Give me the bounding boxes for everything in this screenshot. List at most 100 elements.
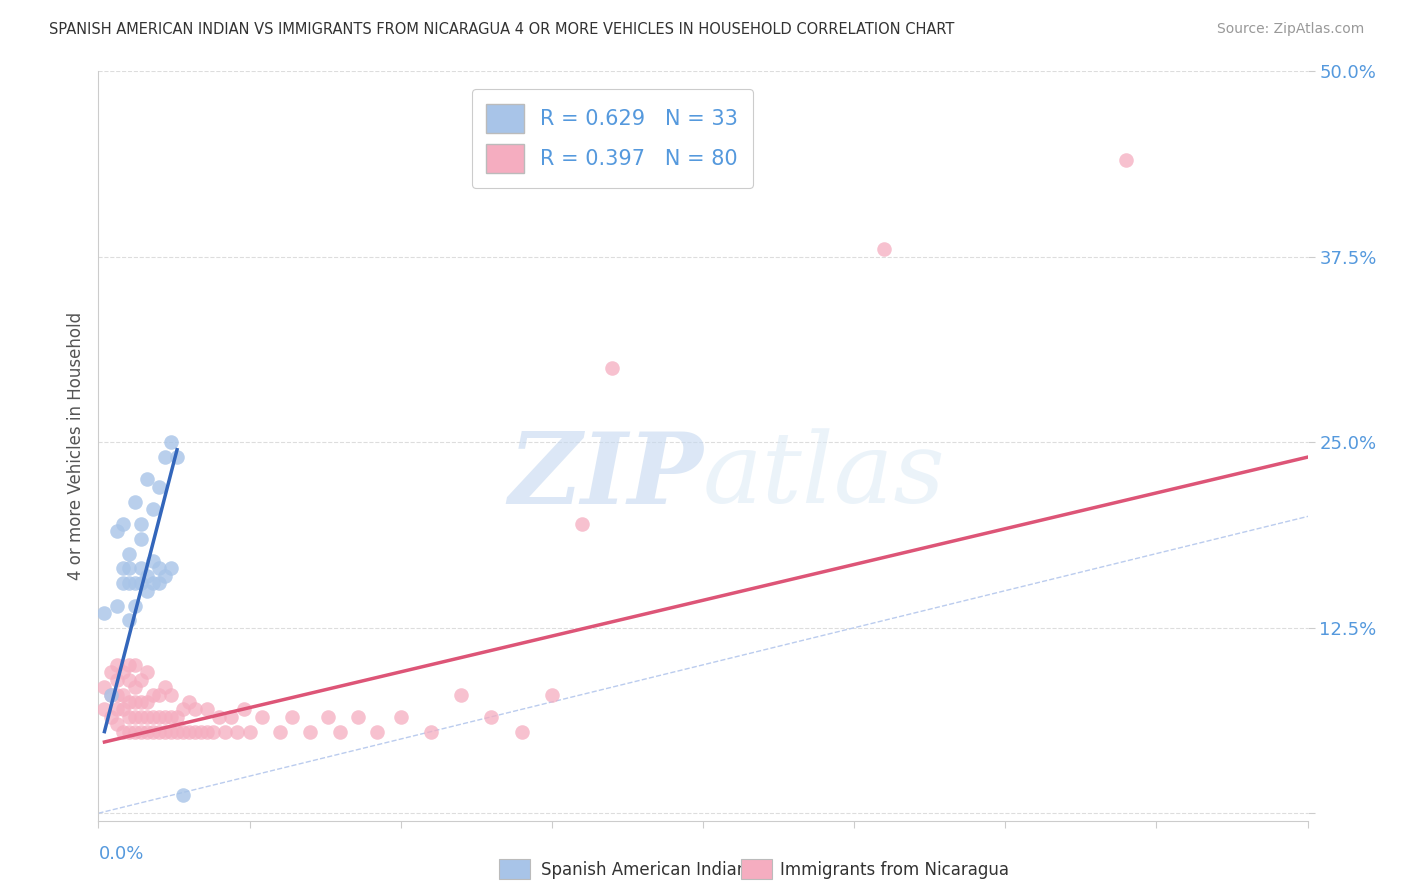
Point <box>190 724 212 739</box>
Point <box>142 688 165 702</box>
Point <box>100 688 122 702</box>
Point <box>129 695 152 709</box>
Point <box>100 665 122 680</box>
Y-axis label: 4 or more Vehicles in Household: 4 or more Vehicles in Household <box>66 312 84 580</box>
Point <box>232 702 254 716</box>
Point <box>153 710 176 724</box>
Point <box>124 494 146 508</box>
Point <box>166 724 188 739</box>
Point <box>142 710 165 724</box>
Text: ZIP: ZIP <box>508 428 703 524</box>
Point <box>105 717 128 731</box>
Point <box>135 724 157 739</box>
Point <box>135 710 157 724</box>
Point <box>111 665 134 680</box>
Point <box>111 561 134 575</box>
Point <box>347 710 370 724</box>
Point <box>172 789 194 803</box>
Point <box>166 450 188 464</box>
Point <box>160 710 183 724</box>
Point <box>105 657 128 672</box>
Point <box>214 724 236 739</box>
Point <box>105 688 128 702</box>
Point <box>124 657 146 672</box>
Point <box>420 724 443 739</box>
Point <box>105 524 128 539</box>
Point <box>153 569 176 583</box>
Point <box>129 516 152 531</box>
Point <box>118 724 141 739</box>
Point <box>172 702 194 716</box>
Point <box>160 688 183 702</box>
Point <box>129 724 152 739</box>
Point <box>450 688 472 702</box>
Point <box>540 688 562 702</box>
Point <box>105 673 128 687</box>
Point <box>111 702 134 716</box>
Point <box>124 599 146 613</box>
Text: Source: ZipAtlas.com: Source: ZipAtlas.com <box>1216 22 1364 37</box>
Point <box>148 688 170 702</box>
Point <box>329 724 352 739</box>
Point <box>135 569 157 583</box>
Point <box>153 724 176 739</box>
Point <box>153 450 176 464</box>
Point <box>184 724 207 739</box>
Point <box>111 724 134 739</box>
Point <box>184 702 207 716</box>
Point <box>269 724 291 739</box>
Point <box>142 724 165 739</box>
Point <box>124 576 146 591</box>
Point <box>129 710 152 724</box>
Point <box>221 710 243 724</box>
Point <box>160 435 183 450</box>
Point <box>118 561 141 575</box>
Point <box>148 480 170 494</box>
Point <box>135 472 157 486</box>
Point <box>153 680 176 694</box>
Point <box>299 724 322 739</box>
Point <box>148 561 170 575</box>
Point <box>111 688 134 702</box>
Point <box>111 516 134 531</box>
Point <box>93 680 115 694</box>
Point <box>281 710 304 724</box>
Point <box>172 724 194 739</box>
Point <box>142 576 165 591</box>
Point <box>195 724 218 739</box>
Point <box>135 665 157 680</box>
Point <box>93 702 115 716</box>
Point <box>166 710 188 724</box>
Point <box>148 710 170 724</box>
Point <box>250 710 273 724</box>
Text: SPANISH AMERICAN INDIAN VS IMMIGRANTS FROM NICARAGUA 4 OR MORE VEHICLES IN HOUSE: SPANISH AMERICAN INDIAN VS IMMIGRANTS FR… <box>49 22 955 37</box>
Point <box>142 554 165 568</box>
Point <box>239 724 262 739</box>
Point <box>873 243 896 257</box>
Point <box>195 702 218 716</box>
Point <box>118 547 141 561</box>
Text: Immigrants from Nicaragua: Immigrants from Nicaragua <box>780 861 1010 879</box>
Point <box>148 724 170 739</box>
Text: 0.0%: 0.0% <box>98 845 143 863</box>
Point <box>118 673 141 687</box>
Point <box>179 695 201 709</box>
Point <box>226 724 249 739</box>
Text: atlas: atlas <box>703 428 946 524</box>
Point <box>100 710 122 724</box>
Text: Spanish American Indians: Spanish American Indians <box>541 861 756 879</box>
Point <box>105 599 128 613</box>
Point <box>118 657 141 672</box>
Point <box>111 576 134 591</box>
Point <box>118 613 141 627</box>
Point <box>481 710 503 724</box>
Point <box>160 724 183 739</box>
Point <box>316 710 339 724</box>
Point <box>389 710 412 724</box>
Point <box>160 561 183 575</box>
Point <box>208 710 231 724</box>
Point <box>118 695 141 709</box>
Point <box>510 724 533 739</box>
Point <box>202 724 225 739</box>
Point <box>135 583 157 598</box>
